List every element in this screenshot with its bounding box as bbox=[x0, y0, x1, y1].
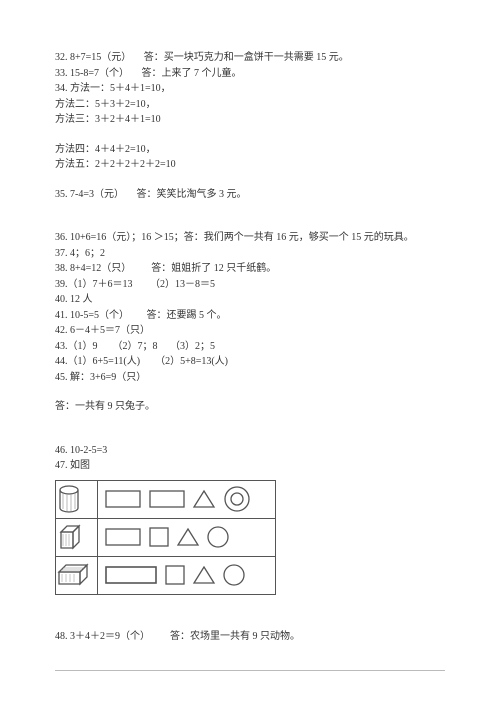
line-36: 36. 10+6=16（元）；16 ＞15；答：我们两个一共有 16 元，够买一… bbox=[55, 230, 445, 246]
line-34-method5: 方法五：2＋2＋2＋2＋2=10 bbox=[55, 157, 445, 173]
line-34-method4: 方法四：4＋4＋2=10， bbox=[55, 142, 445, 158]
line-33: 33. 15-8=7（个） 答：上来了 7 个儿童。 bbox=[55, 66, 445, 82]
footer-rule bbox=[55, 670, 445, 671]
line-40: 40. 12 人 bbox=[55, 292, 445, 308]
line-41: 41. 10-5=5（个） 答：还要踢 5 个。 bbox=[55, 308, 445, 324]
triangle-icon bbox=[192, 488, 216, 510]
triangle-icon bbox=[192, 564, 216, 586]
circle-icon bbox=[222, 563, 246, 587]
line-35: 35. 7-4=3（元） 答：笑笑比淘气多 3 元。 bbox=[55, 187, 445, 203]
line-42: 42. 6－4＋5＝7（只） bbox=[55, 323, 445, 339]
label-cell-cylinder bbox=[56, 480, 98, 518]
circle-double-icon bbox=[222, 485, 252, 513]
line-34-method2: 方法二：5＋3＋2=10， bbox=[55, 97, 445, 113]
blank-gap bbox=[55, 128, 445, 142]
cuboid-icon bbox=[56, 562, 92, 588]
rect-long-icon bbox=[104, 564, 158, 586]
blank-gap bbox=[55, 385, 445, 399]
line-32: 32. 8+7=15（元） 答：买一块巧克力和一盒饼干一共需要 15 元。 bbox=[55, 50, 445, 66]
shapes-table bbox=[55, 480, 276, 595]
line-45-answer: 答：一共有 9 只兔子。 bbox=[55, 399, 445, 415]
line-45-equation: 45. 解：3+6=9（只） bbox=[55, 370, 445, 386]
label-cell-cuboid bbox=[56, 556, 98, 594]
line-47: 47. 如图 bbox=[55, 458, 445, 474]
line-34-method1: 34. 方法一：5＋4＋1=10， bbox=[55, 81, 445, 97]
rect-icon bbox=[148, 488, 186, 510]
table-row bbox=[56, 480, 276, 518]
blank-gap bbox=[55, 173, 445, 187]
circle-icon bbox=[206, 525, 230, 549]
line-39: 39.（1）7＋6＝13 （2）13－8＝5 bbox=[55, 277, 445, 293]
triangle-icon bbox=[176, 526, 200, 548]
table-row bbox=[56, 556, 276, 594]
rect-icon bbox=[104, 488, 142, 510]
square-icon bbox=[148, 526, 170, 548]
line-38: 38. 8+4=12（只） 答：姐姐折了 12 只千纸鹤。 bbox=[55, 261, 445, 277]
line-34-method3: 方法三：3＋2＋4＋1=10 bbox=[55, 112, 445, 128]
shapes-cell bbox=[98, 518, 276, 556]
line-48: 48. 3＋4＋2＝9（个） 答：农场里一共有 9 只动物。 bbox=[55, 629, 445, 645]
line-46: 46. 10-2-5=3 bbox=[55, 443, 445, 459]
line-43: 43.（1）9 （2）7；8 （3）2；5 bbox=[55, 339, 445, 355]
label-cell-cube bbox=[56, 518, 98, 556]
shapes-cell bbox=[98, 480, 276, 518]
table-row bbox=[56, 518, 276, 556]
blank-gap bbox=[55, 415, 445, 443]
line-44: 44.（1）6+5=11(人) （2）5+8=13(人) bbox=[55, 354, 445, 370]
blank-gap bbox=[55, 202, 445, 230]
shapes-figure bbox=[55, 480, 445, 595]
line-37: 37. 4；6；2 bbox=[55, 246, 445, 262]
rect-icon bbox=[104, 526, 142, 548]
blank-gap bbox=[55, 601, 445, 629]
shapes-cell bbox=[98, 556, 276, 594]
cube-icon bbox=[56, 522, 86, 552]
cylinder-icon bbox=[56, 484, 82, 514]
square-icon bbox=[164, 564, 186, 586]
